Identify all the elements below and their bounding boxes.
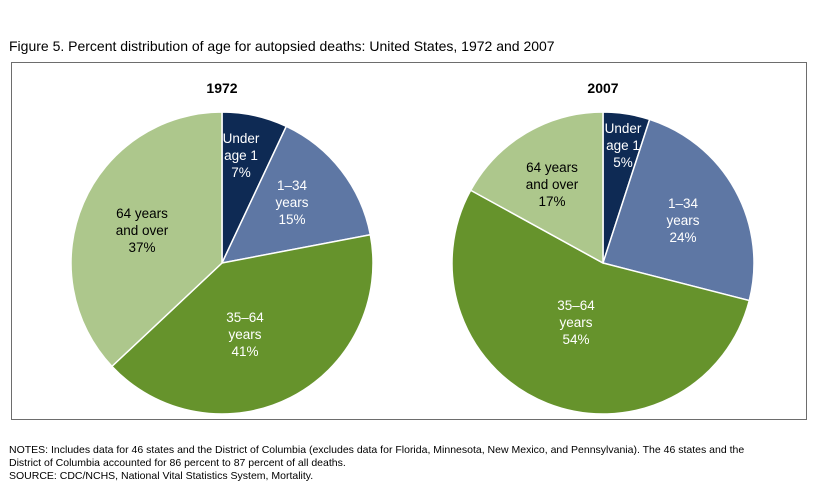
figure-title: Figure 5. Percent distribution of age fo… <box>9 38 555 54</box>
pie-slice-1972-4 <box>70 111 223 368</box>
slice-label-2007-4: 64 years and over 17% <box>526 160 579 209</box>
pie-slice-2007-2 <box>602 118 755 302</box>
source-line: SOURCE: CDC/NCHS, National Vital Statist… <box>9 470 314 482</box>
pie-slice-1972-2 <box>220 125 372 265</box>
notes-block: NOTES: Includes data for 46 states and t… <box>9 444 809 483</box>
pie-title-1972: 1972 <box>206 80 237 96</box>
pie-slice-2007-3 <box>451 189 751 415</box>
notes-line-2: District of Columbia accounted for 86 pe… <box>9 457 346 469</box>
slice-label-2007-1: Under age 1 5% <box>605 121 642 170</box>
pie-slice-2007-4 <box>469 111 604 265</box>
slice-label-2007-3: 35–64 years 54% <box>557 298 595 347</box>
pie-title-2007: 2007 <box>587 80 618 96</box>
slice-label-1972-2: 1–34 years 15% <box>275 178 308 227</box>
pie-slice-1972-3 <box>110 233 374 415</box>
slice-label-1972-1: Under age 1 7% <box>223 131 260 180</box>
chart-frame <box>11 62 807 420</box>
slice-label-2007-2: 1–34 years 24% <box>666 196 699 245</box>
slice-label-1972-3: 35–64 years 41% <box>226 310 264 359</box>
notes-line-1: NOTES: Includes data for 46 states and t… <box>9 444 745 456</box>
slice-label-1972-4: 64 years and over 37% <box>116 206 169 255</box>
